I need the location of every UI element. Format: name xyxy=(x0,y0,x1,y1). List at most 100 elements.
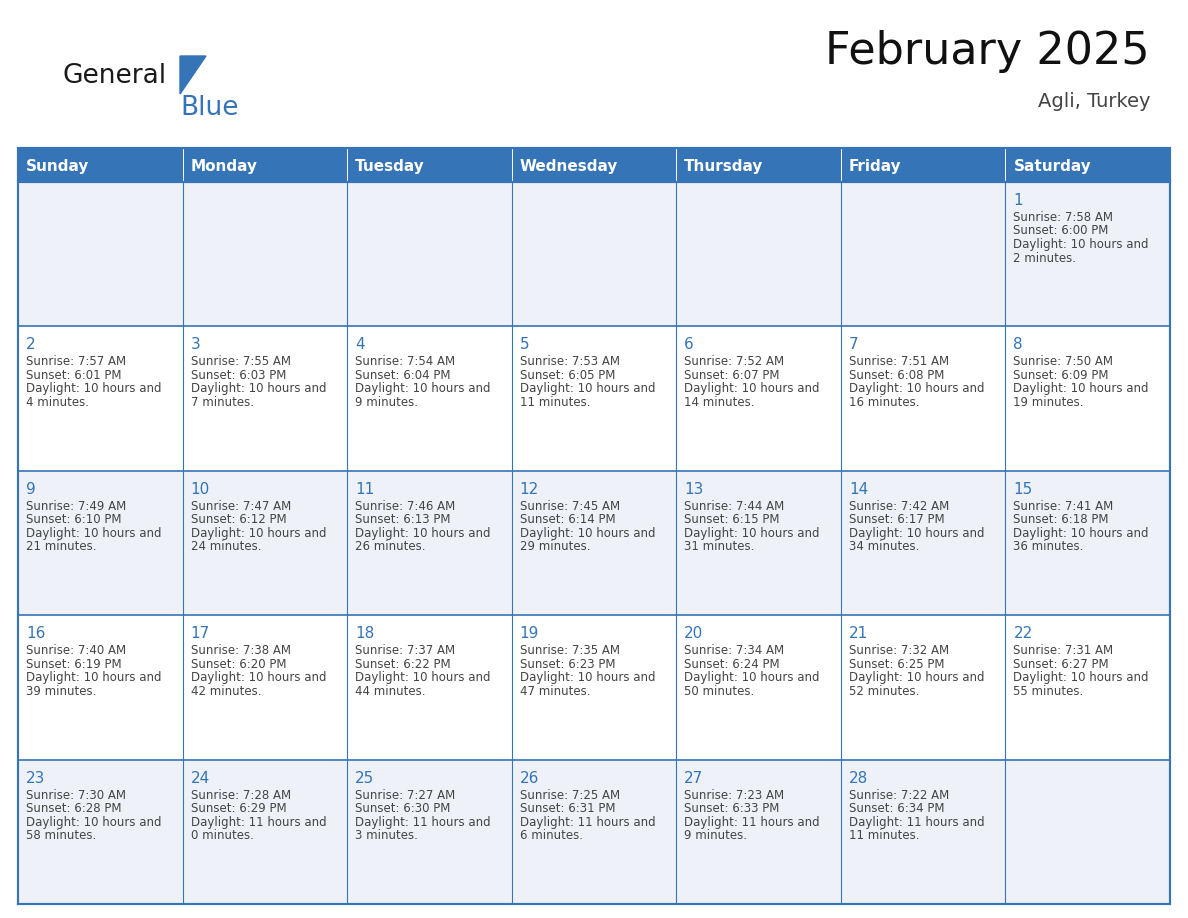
Text: 14 minutes.: 14 minutes. xyxy=(684,396,754,409)
Text: Sunrise: 7:49 AM: Sunrise: 7:49 AM xyxy=(26,499,126,513)
Text: 12: 12 xyxy=(519,482,539,497)
Bar xyxy=(1005,615,1170,759)
Text: Sunrise: 7:52 AM: Sunrise: 7:52 AM xyxy=(684,355,784,368)
Text: 27: 27 xyxy=(684,770,703,786)
Text: 19 minutes.: 19 minutes. xyxy=(1013,396,1083,409)
Text: 34 minutes.: 34 minutes. xyxy=(849,541,920,554)
Text: Sunrise: 7:23 AM: Sunrise: 7:23 AM xyxy=(684,789,784,801)
Text: Sunset: 6:14 PM: Sunset: 6:14 PM xyxy=(519,513,615,526)
Bar xyxy=(183,471,347,615)
Text: 9 minutes.: 9 minutes. xyxy=(355,396,418,409)
Text: Sunset: 6:09 PM: Sunset: 6:09 PM xyxy=(1013,369,1108,382)
Text: Daylight: 10 hours and: Daylight: 10 hours and xyxy=(26,671,162,684)
Text: 22: 22 xyxy=(1013,626,1032,641)
Bar xyxy=(18,182,183,327)
Bar xyxy=(512,759,676,904)
Bar xyxy=(18,148,1170,904)
Text: 11: 11 xyxy=(355,482,374,497)
Text: 0 minutes.: 0 minutes. xyxy=(190,829,253,842)
Text: Daylight: 10 hours and: Daylight: 10 hours and xyxy=(519,671,656,684)
Text: Thursday: Thursday xyxy=(684,159,764,174)
Bar xyxy=(841,182,1005,327)
Bar xyxy=(841,327,1005,471)
Text: Sunset: 6:03 PM: Sunset: 6:03 PM xyxy=(190,369,286,382)
Text: Sunrise: 7:41 AM: Sunrise: 7:41 AM xyxy=(1013,499,1113,513)
Text: Sunset: 6:15 PM: Sunset: 6:15 PM xyxy=(684,513,779,526)
Text: Sunrise: 7:54 AM: Sunrise: 7:54 AM xyxy=(355,355,455,368)
Text: Daylight: 10 hours and: Daylight: 10 hours and xyxy=(355,527,491,540)
Text: Sunset: 6:28 PM: Sunset: 6:28 PM xyxy=(26,802,121,815)
Text: Sunset: 6:31 PM: Sunset: 6:31 PM xyxy=(519,802,615,815)
Text: Daylight: 10 hours and: Daylight: 10 hours and xyxy=(1013,383,1149,396)
Text: Daylight: 11 hours and: Daylight: 11 hours and xyxy=(190,815,327,829)
Bar xyxy=(676,471,841,615)
Text: Sunrise: 7:53 AM: Sunrise: 7:53 AM xyxy=(519,355,620,368)
Text: 24 minutes.: 24 minutes. xyxy=(190,541,261,554)
Text: 10: 10 xyxy=(190,482,210,497)
Text: 3 minutes.: 3 minutes. xyxy=(355,829,418,842)
Text: 2 minutes.: 2 minutes. xyxy=(1013,252,1076,264)
Text: 26 minutes.: 26 minutes. xyxy=(355,541,425,554)
Bar xyxy=(841,615,1005,759)
Bar xyxy=(18,148,1170,182)
Text: Blue: Blue xyxy=(181,95,239,121)
Text: Sunset: 6:27 PM: Sunset: 6:27 PM xyxy=(1013,657,1110,671)
Text: Daylight: 10 hours and: Daylight: 10 hours and xyxy=(190,671,326,684)
Text: 14: 14 xyxy=(849,482,868,497)
Text: Daylight: 10 hours and: Daylight: 10 hours and xyxy=(190,527,326,540)
Bar xyxy=(347,471,512,615)
Text: February 2025: February 2025 xyxy=(826,30,1150,73)
Bar xyxy=(18,471,183,615)
Bar xyxy=(347,327,512,471)
Text: Daylight: 10 hours and: Daylight: 10 hours and xyxy=(26,383,162,396)
Text: Sunset: 6:20 PM: Sunset: 6:20 PM xyxy=(190,657,286,671)
Text: Sunrise: 7:45 AM: Sunrise: 7:45 AM xyxy=(519,499,620,513)
Text: General: General xyxy=(62,63,166,89)
Text: 19: 19 xyxy=(519,626,539,641)
Text: Sunset: 6:05 PM: Sunset: 6:05 PM xyxy=(519,369,615,382)
Bar xyxy=(347,182,512,327)
Text: 17: 17 xyxy=(190,626,210,641)
Text: 9 minutes.: 9 minutes. xyxy=(684,829,747,842)
Text: 11 minutes.: 11 minutes. xyxy=(849,829,920,842)
Text: 39 minutes.: 39 minutes. xyxy=(26,685,96,698)
Polygon shape xyxy=(181,56,206,94)
Text: Sunset: 6:25 PM: Sunset: 6:25 PM xyxy=(849,657,944,671)
Text: Sunset: 6:19 PM: Sunset: 6:19 PM xyxy=(26,657,121,671)
Text: Sunrise: 7:58 AM: Sunrise: 7:58 AM xyxy=(1013,211,1113,224)
Text: Daylight: 10 hours and: Daylight: 10 hours and xyxy=(26,527,162,540)
Text: Sunrise: 7:51 AM: Sunrise: 7:51 AM xyxy=(849,355,949,368)
Text: Daylight: 10 hours and: Daylight: 10 hours and xyxy=(26,815,162,829)
Text: Sunrise: 7:46 AM: Sunrise: 7:46 AM xyxy=(355,499,455,513)
Text: 4: 4 xyxy=(355,338,365,353)
Text: Daylight: 10 hours and: Daylight: 10 hours and xyxy=(355,671,491,684)
Text: Tuesday: Tuesday xyxy=(355,159,425,174)
Text: 7: 7 xyxy=(849,338,859,353)
Text: 4 minutes.: 4 minutes. xyxy=(26,396,89,409)
Bar xyxy=(512,182,676,327)
Text: Sunset: 6:00 PM: Sunset: 6:00 PM xyxy=(1013,225,1108,238)
Text: 50 minutes.: 50 minutes. xyxy=(684,685,754,698)
Text: 23: 23 xyxy=(26,770,45,786)
Text: Sunset: 6:23 PM: Sunset: 6:23 PM xyxy=(519,657,615,671)
Text: Sunset: 6:08 PM: Sunset: 6:08 PM xyxy=(849,369,944,382)
Text: 8: 8 xyxy=(1013,338,1023,353)
Text: 7 minutes.: 7 minutes. xyxy=(190,396,253,409)
Text: Sunrise: 7:40 AM: Sunrise: 7:40 AM xyxy=(26,644,126,657)
Text: Daylight: 10 hours and: Daylight: 10 hours and xyxy=(1013,671,1149,684)
Text: Sunrise: 7:55 AM: Sunrise: 7:55 AM xyxy=(190,355,291,368)
Bar xyxy=(18,148,1170,182)
Text: 21 minutes.: 21 minutes. xyxy=(26,541,96,554)
Text: 1: 1 xyxy=(1013,193,1023,208)
Bar xyxy=(676,759,841,904)
Text: Daylight: 10 hours and: Daylight: 10 hours and xyxy=(684,671,820,684)
Text: 16 minutes.: 16 minutes. xyxy=(849,396,920,409)
Text: 31 minutes.: 31 minutes. xyxy=(684,541,754,554)
Text: 20: 20 xyxy=(684,626,703,641)
Bar xyxy=(1005,327,1170,471)
Text: Sunset: 6:22 PM: Sunset: 6:22 PM xyxy=(355,657,450,671)
Bar xyxy=(676,182,841,327)
Text: Sunset: 6:29 PM: Sunset: 6:29 PM xyxy=(190,802,286,815)
Text: Sunset: 6:04 PM: Sunset: 6:04 PM xyxy=(355,369,450,382)
Text: Sunrise: 7:47 AM: Sunrise: 7:47 AM xyxy=(190,499,291,513)
